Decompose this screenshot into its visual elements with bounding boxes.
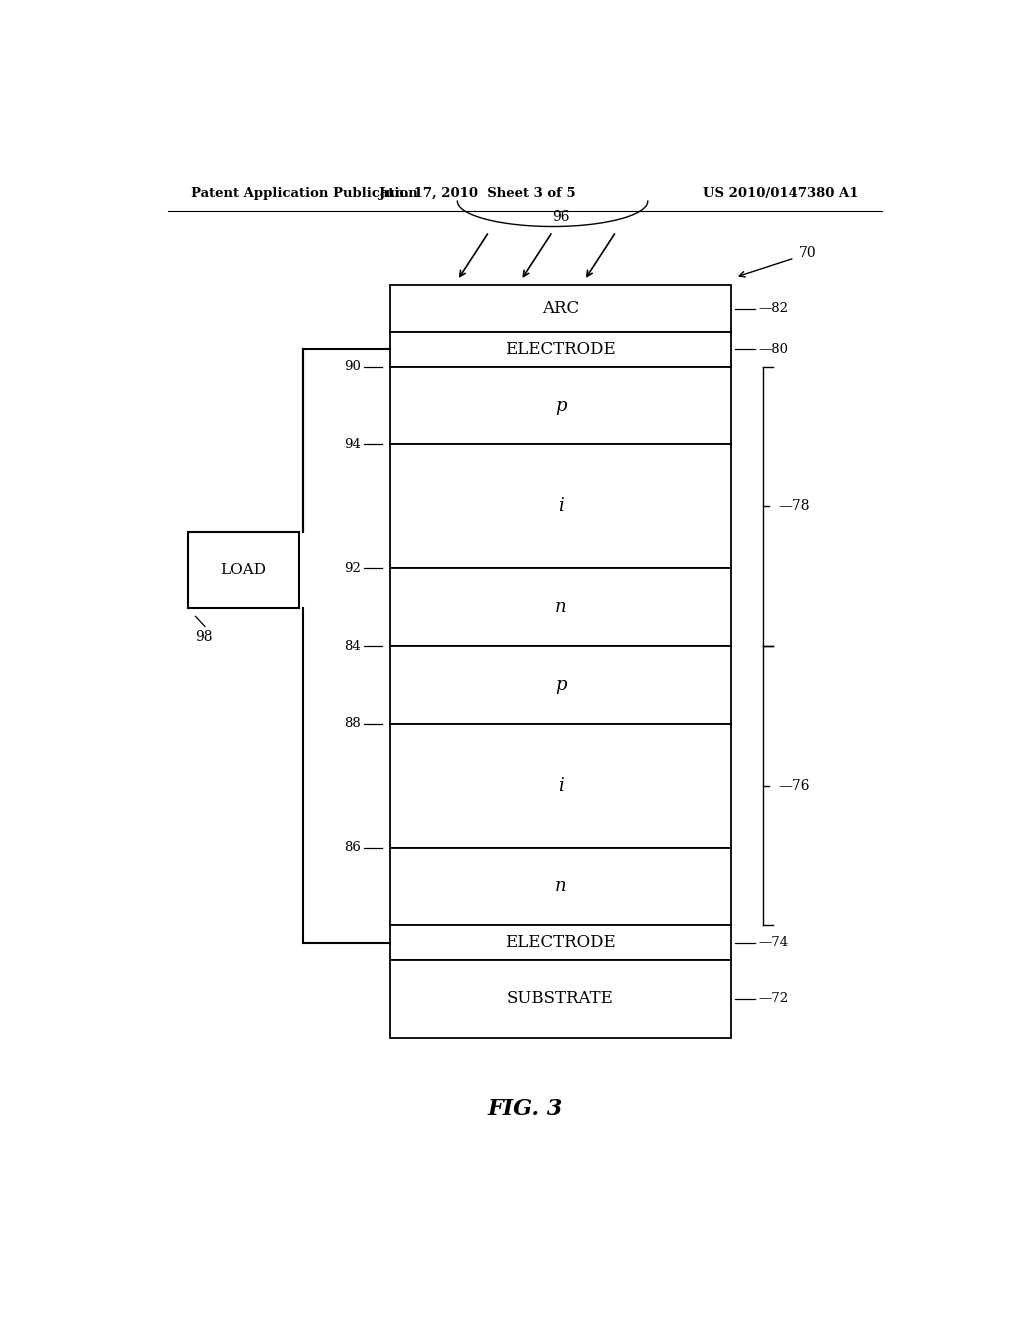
Text: p: p [555, 396, 566, 414]
Bar [390, 723, 731, 847]
Text: —82: —82 [759, 302, 788, 315]
Text: 70: 70 [799, 246, 816, 260]
Text: FIG. 3: FIG. 3 [487, 1098, 562, 1119]
Text: 88: 88 [344, 717, 360, 730]
Bar [390, 569, 731, 645]
Bar [187, 532, 299, 609]
Bar [390, 331, 731, 367]
Bar [390, 367, 731, 445]
Text: n: n [555, 878, 566, 895]
Text: 86: 86 [344, 841, 360, 854]
Text: i: i [558, 498, 563, 515]
Text: 96: 96 [552, 210, 569, 224]
Text: —80: —80 [759, 343, 788, 356]
Text: n: n [555, 598, 566, 616]
Bar [390, 285, 731, 331]
Text: —78: —78 [778, 499, 810, 513]
Text: 94: 94 [344, 438, 360, 451]
Text: ELECTRODE: ELECTRODE [505, 341, 615, 358]
Text: LOAD: LOAD [220, 564, 266, 577]
Text: ARC: ARC [542, 300, 580, 317]
Text: 92: 92 [344, 562, 360, 576]
Text: i: i [558, 776, 563, 795]
Text: —76: —76 [778, 779, 810, 792]
Text: 98: 98 [196, 630, 213, 644]
Text: SUBSTRATE: SUBSTRATE [507, 990, 614, 1007]
Bar [390, 445, 731, 569]
Bar [390, 960, 731, 1038]
Text: 84: 84 [344, 639, 360, 652]
Text: US 2010/0147380 A1: US 2010/0147380 A1 [702, 187, 858, 201]
Text: 90: 90 [344, 360, 360, 374]
Text: —74: —74 [759, 936, 790, 949]
Text: —72: —72 [759, 993, 790, 1006]
Bar [390, 925, 731, 960]
Text: Jun. 17, 2010  Sheet 3 of 5: Jun. 17, 2010 Sheet 3 of 5 [379, 187, 575, 201]
Bar [390, 645, 731, 723]
Text: ELECTRODE: ELECTRODE [505, 935, 615, 952]
Text: p: p [555, 676, 566, 694]
Text: Patent Application Publication: Patent Application Publication [191, 187, 418, 201]
Bar [390, 847, 731, 925]
